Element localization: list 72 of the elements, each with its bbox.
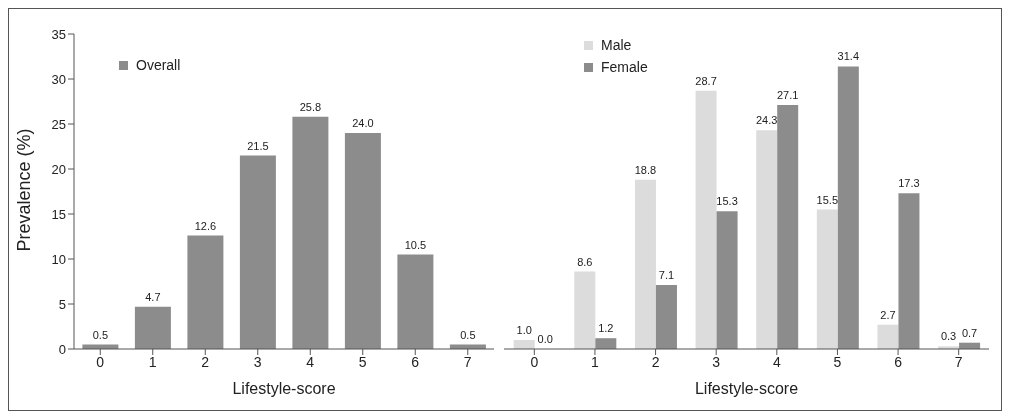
y-tick-label: 10 bbox=[51, 251, 66, 267]
x-tick-label: 7 bbox=[463, 353, 472, 370]
data-label: 4.7 bbox=[145, 290, 161, 303]
x-tick-label: 5 bbox=[833, 353, 842, 370]
y-axis-title: Prevalence (%) bbox=[14, 128, 35, 252]
x-tick-label: 6 bbox=[894, 353, 903, 370]
data-label: 24.3 bbox=[755, 114, 778, 127]
data-label: 15.5 bbox=[816, 193, 839, 206]
data-label: 1.0 bbox=[516, 324, 532, 336]
data-label: 0.5 bbox=[92, 328, 109, 341]
data-label: 18.8 bbox=[634, 163, 657, 176]
bar bbox=[695, 90, 717, 349]
x-axis-title: Lifestyle-score bbox=[694, 380, 799, 397]
x-tick-label: 5 bbox=[358, 353, 367, 370]
bar bbox=[837, 66, 859, 349]
bar bbox=[716, 211, 738, 349]
data-label: 2.7 bbox=[880, 308, 896, 321]
y-tick-label: 0 bbox=[58, 341, 66, 357]
bar bbox=[397, 254, 434, 349]
data-label: 31.4 bbox=[837, 50, 860, 63]
bar bbox=[574, 271, 596, 349]
bar bbox=[344, 133, 381, 349]
data-label: 21.5 bbox=[247, 139, 269, 152]
legend-label: Female bbox=[601, 58, 648, 77]
bar bbox=[292, 116, 329, 349]
bar bbox=[134, 306, 171, 349]
x-tick-label: 1 bbox=[148, 353, 157, 370]
bar bbox=[187, 235, 224, 349]
data-label: 8.6 bbox=[577, 255, 593, 268]
data-label: 12.6 bbox=[194, 219, 217, 232]
legend-label: Overall bbox=[136, 56, 181, 75]
data-label: 25.8 bbox=[299, 100, 322, 113]
x-tick-label: 0 bbox=[530, 353, 539, 370]
bar bbox=[777, 105, 799, 349]
legend-label: Male bbox=[601, 36, 632, 55]
x-tick-label: 2 bbox=[651, 353, 660, 370]
y-tick-label: 5 bbox=[58, 296, 66, 312]
data-label: 27.1 bbox=[776, 89, 799, 102]
bar bbox=[816, 209, 838, 349]
bar bbox=[756, 130, 778, 349]
data-label: 0.5 bbox=[460, 328, 476, 341]
data-label: 7.1 bbox=[658, 269, 675, 282]
x-tick-label: 3 bbox=[712, 353, 721, 370]
data-label: 28.7 bbox=[695, 74, 717, 87]
data-label: 1.2 bbox=[598, 322, 614, 335]
x-axis-title: Lifestyle-score bbox=[232, 380, 336, 397]
data-label: 0.7 bbox=[961, 326, 978, 339]
x-tick-label: 6 bbox=[411, 353, 420, 370]
bar bbox=[898, 193, 920, 349]
x-tick-label: 4 bbox=[306, 353, 315, 370]
data-label: 15.3 bbox=[716, 195, 738, 208]
x-tick-label: 4 bbox=[772, 353, 781, 370]
x-tick-label: 0 bbox=[96, 353, 105, 370]
data-label: 0.0 bbox=[537, 332, 553, 345]
data-label: 24.0 bbox=[352, 117, 374, 129]
bar bbox=[655, 285, 677, 349]
y-tick-label: 25 bbox=[51, 116, 66, 132]
data-label: 0.3 bbox=[940, 330, 957, 343]
y-tick-label: 20 bbox=[51, 161, 66, 177]
y-tick-label: 30 bbox=[51, 71, 66, 87]
x-tick-label: 1 bbox=[591, 353, 600, 370]
bar bbox=[239, 155, 276, 349]
x-tick-label: 2 bbox=[201, 353, 210, 370]
data-label: 17.3 bbox=[898, 177, 920, 190]
x-tick-label: 7 bbox=[954, 353, 963, 370]
y-tick-label: 35 bbox=[51, 26, 66, 42]
x-tick-label: 3 bbox=[253, 353, 262, 370]
data-label: 10.5 bbox=[404, 238, 427, 251]
y-tick-label: 15 bbox=[51, 206, 66, 222]
bar bbox=[595, 338, 617, 349]
bar bbox=[634, 179, 656, 349]
bar bbox=[877, 324, 899, 349]
